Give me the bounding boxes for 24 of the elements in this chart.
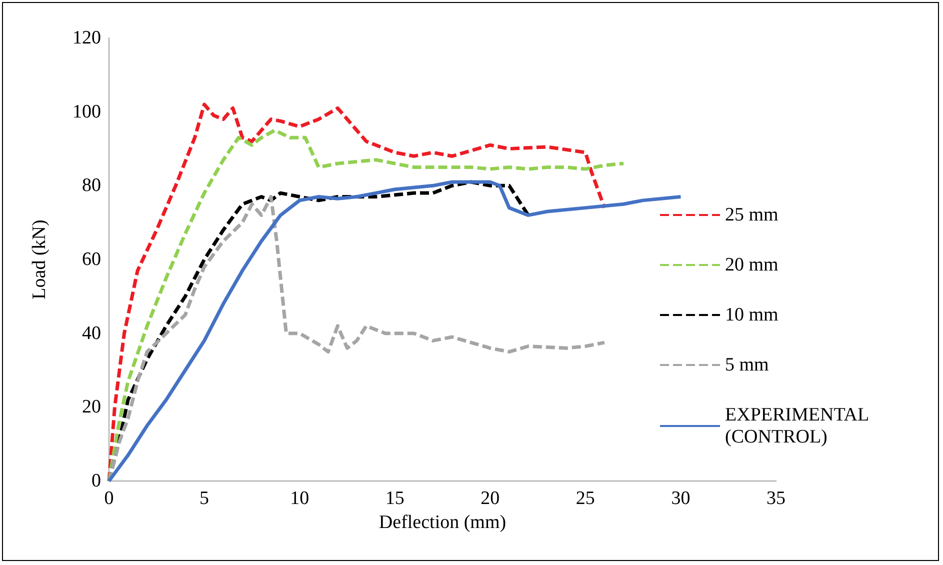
x-tick-label: 20 <box>480 488 500 509</box>
x-tick-label: 35 <box>766 488 786 509</box>
y-tick-label: 40 <box>82 322 101 344</box>
x-tick-label: 15 <box>385 488 404 509</box>
x-tick-label: 30 <box>671 488 690 509</box>
y-tick-label: 100 <box>72 101 101 122</box>
legend-label: 10 mm <box>725 304 779 326</box>
legend-label: 25 mm <box>725 204 779 226</box>
x-tick-label: 5 <box>200 488 210 509</box>
y-tick-label: 20 <box>82 396 101 418</box>
y-tick-label: 60 <box>82 249 101 270</box>
x-tick-label: 25 <box>576 488 595 509</box>
legend-label: EXPERIMENTAL (CONTROL) <box>725 404 874 448</box>
y-tick-label: 120 <box>72 28 101 48</box>
y-axis-title: Load (kN) <box>29 220 50 300</box>
x-tick-label: 0 <box>104 488 114 509</box>
legend-label: 5 mm <box>725 354 770 376</box>
x-tick-label: 10 <box>290 488 310 509</box>
legend-label: 20 mm <box>725 254 779 276</box>
y-tick-label: 80 <box>82 175 101 196</box>
line-series <box>107 194 606 483</box>
line-series <box>107 180 682 483</box>
x-axis-title: Deflection (mm) <box>378 512 506 533</box>
y-tick-label: 0 <box>92 470 101 492</box>
